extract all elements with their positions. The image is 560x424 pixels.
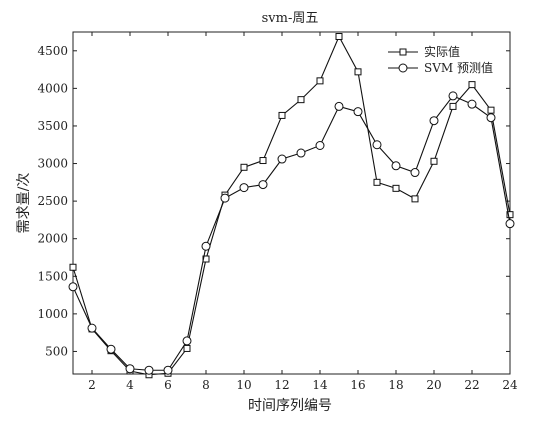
y-tick-label: 4000 bbox=[37, 81, 68, 95]
data-point bbox=[201, 241, 211, 251]
data-point bbox=[183, 344, 191, 352]
legend-marker bbox=[398, 63, 408, 73]
data-point bbox=[391, 161, 401, 171]
x-tick-label: 6 bbox=[164, 378, 172, 392]
legend-marker bbox=[399, 48, 407, 56]
data-point bbox=[182, 336, 192, 346]
data-point bbox=[258, 180, 268, 190]
data-point bbox=[392, 184, 400, 192]
series-line bbox=[72, 35, 511, 376]
y-axis: 500 1000 1500 2000 2500 3000 3500 4000 4500 bbox=[37, 44, 510, 358]
y-tick-label: 3000 bbox=[37, 157, 68, 171]
data-point bbox=[486, 113, 496, 123]
data-point bbox=[144, 365, 154, 375]
data-point bbox=[315, 140, 325, 150]
x-tick-label: 24 bbox=[502, 378, 518, 392]
series-line bbox=[72, 95, 511, 371]
data-point bbox=[69, 263, 77, 271]
data-point bbox=[430, 157, 438, 165]
y-tick-label: 2000 bbox=[37, 232, 68, 246]
data-point bbox=[448, 91, 458, 101]
x-tick-label: 2 bbox=[88, 378, 96, 392]
data-point bbox=[240, 163, 248, 171]
data-point bbox=[297, 96, 305, 104]
series-1 bbox=[69, 33, 514, 379]
data-point bbox=[467, 99, 477, 109]
legend-label: SVM 预测值 bbox=[424, 60, 493, 75]
data-point bbox=[449, 102, 457, 110]
data-point bbox=[335, 33, 343, 41]
y-tick-label: 1500 bbox=[37, 269, 68, 283]
data-point bbox=[411, 195, 419, 203]
data-point bbox=[353, 107, 363, 117]
data-point bbox=[487, 106, 495, 114]
chart-title: svm-周五 bbox=[262, 11, 319, 26]
legend-label: 实际值 bbox=[424, 44, 460, 59]
x-tick-label: 16 bbox=[350, 378, 365, 392]
data-point bbox=[316, 77, 324, 85]
y-axis-label: 需求量/次 bbox=[16, 173, 32, 234]
data-point bbox=[220, 193, 230, 203]
series-layer bbox=[68, 33, 515, 379]
data-point bbox=[163, 365, 173, 375]
y-tick-label: 500 bbox=[45, 344, 68, 358]
data-point bbox=[125, 364, 135, 374]
x-tick-label: 12 bbox=[274, 378, 289, 392]
y-tick-label: 2500 bbox=[37, 194, 68, 208]
data-point bbox=[278, 111, 286, 119]
series-2 bbox=[68, 91, 515, 375]
x-tick-label: 10 bbox=[236, 378, 251, 392]
data-point bbox=[68, 282, 78, 292]
data-point bbox=[505, 219, 515, 229]
data-point bbox=[296, 148, 306, 158]
data-point bbox=[410, 168, 420, 178]
x-axis: 2 4 6 8 10 12 14 16 18 20 22 24 bbox=[88, 32, 518, 392]
x-tick-label: 18 bbox=[388, 378, 403, 392]
data-point bbox=[334, 101, 344, 111]
data-point bbox=[87, 323, 97, 333]
data-point bbox=[277, 154, 287, 164]
data-point bbox=[373, 178, 381, 186]
x-tick-label: 20 bbox=[426, 378, 441, 392]
data-point bbox=[106, 344, 116, 354]
x-tick-label: 8 bbox=[202, 378, 210, 392]
data-point bbox=[506, 211, 514, 219]
data-point bbox=[468, 81, 476, 89]
data-point bbox=[239, 183, 249, 193]
data-point bbox=[372, 140, 382, 150]
x-tick-label: 14 bbox=[312, 378, 328, 392]
data-point bbox=[429, 116, 439, 126]
x-tick-label: 22 bbox=[464, 378, 479, 392]
x-tick-label: 4 bbox=[126, 378, 134, 392]
x-axis-label: 时间序列编号 bbox=[248, 398, 332, 414]
y-tick-label: 4500 bbox=[37, 44, 68, 58]
y-tick-label: 1000 bbox=[37, 307, 68, 321]
plot-frame bbox=[72, 31, 511, 375]
data-point bbox=[354, 68, 362, 76]
y-tick-label: 3500 bbox=[37, 119, 68, 133]
data-point bbox=[259, 157, 267, 165]
